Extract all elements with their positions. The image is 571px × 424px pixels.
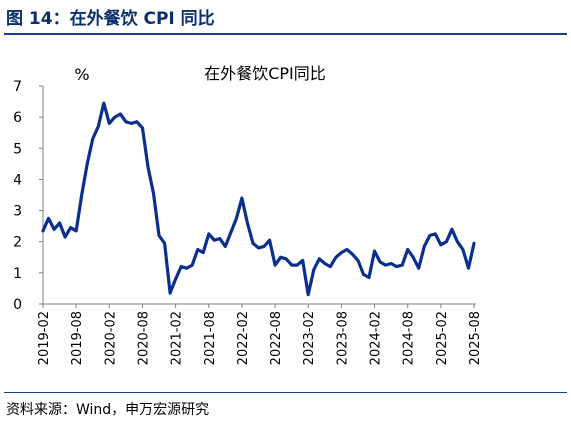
y-tick-label: 7 bbox=[13, 79, 22, 95]
x-tick-label: 2021-08 bbox=[203, 311, 218, 365]
x-tick-label: 2020-08 bbox=[136, 311, 151, 365]
y-axis: 0 1 2 3 4 5 6 7 bbox=[13, 79, 44, 313]
y-axis-unit: % bbox=[74, 65, 89, 84]
cpi-series-line bbox=[41, 101, 476, 297]
x-tick-label: 2024-08 bbox=[402, 311, 417, 365]
x-tick-label: 2022-08 bbox=[269, 311, 284, 365]
x-axis: 2019-02 2019-08 2020-02 2020-08 2021-02 2021-… bbox=[37, 303, 483, 365]
x-tick-label: 2019-08 bbox=[70, 311, 85, 365]
y-tick-label: 5 bbox=[13, 141, 22, 157]
x-tick-label: 2022-02 bbox=[236, 311, 251, 365]
x-tick-label: 2019-02 bbox=[37, 311, 52, 365]
x-tick-label: 2023-02 bbox=[302, 311, 317, 365]
figure-title: 图 14：在外餐饮 CPI 同比 bbox=[6, 9, 215, 29]
y-tick-label: 3 bbox=[13, 204, 22, 220]
y-tick-label: 6 bbox=[13, 110, 22, 126]
y-tick-label: 4 bbox=[13, 172, 22, 188]
y-tick-label: 0 bbox=[13, 297, 22, 313]
y-tick-label: 2 bbox=[13, 235, 22, 251]
title-rule bbox=[4, 33, 567, 35]
source-rule bbox=[4, 392, 567, 393]
x-tick-label: 2021-02 bbox=[170, 311, 185, 365]
source-note: 资料来源：Wind，申万宏源研究 bbox=[6, 402, 210, 418]
chart-title: 在外餐饮CPI同比 bbox=[204, 64, 326, 83]
x-tick-label: 2025-08 bbox=[468, 311, 483, 365]
x-tick-label: 2024-02 bbox=[369, 311, 384, 365]
series-layer bbox=[41, 101, 476, 297]
x-tick-label: 2020-02 bbox=[103, 311, 118, 365]
x-tick-label: 2025-02 bbox=[435, 311, 450, 365]
y-tick-label: 1 bbox=[13, 266, 22, 282]
x-tick-label: 2023-08 bbox=[335, 311, 350, 365]
